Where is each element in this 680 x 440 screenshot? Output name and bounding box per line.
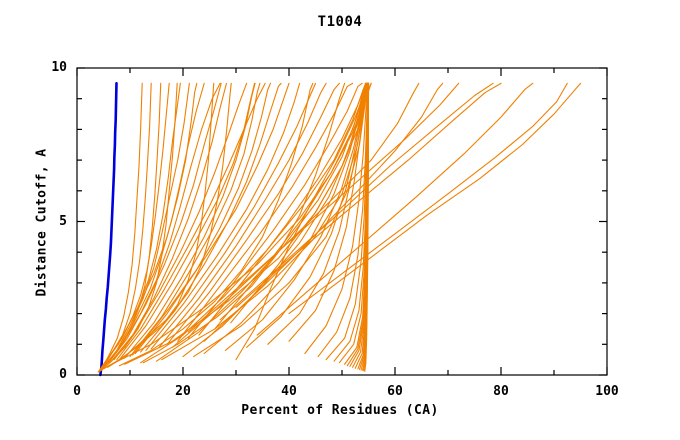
series-line-model-53 xyxy=(161,82,368,361)
series-line-model-52 xyxy=(124,82,369,365)
x-tick-label-0: 0 xyxy=(73,384,81,399)
series-line-model-10 xyxy=(116,82,266,361)
series-line-model-56 xyxy=(203,82,444,342)
x-tick-label-80: 80 xyxy=(493,384,509,399)
series-line-model-13 xyxy=(129,82,261,358)
series-line-model-30 xyxy=(203,82,366,355)
series-line-model-12 xyxy=(124,82,256,359)
series-line-model-15 xyxy=(140,82,282,353)
series-line-model-63 xyxy=(102,82,215,370)
series-line-model-55 xyxy=(171,82,420,348)
page-title: T1004 xyxy=(317,14,363,30)
series-line-model-37 xyxy=(325,82,369,361)
series-line-model-69 xyxy=(118,82,314,367)
series-line-reference xyxy=(99,82,118,377)
series-line-model-68 xyxy=(97,82,143,373)
series-line-model-28 xyxy=(155,82,367,362)
series-line-model-19 xyxy=(158,82,327,348)
series-line-model-23 xyxy=(198,82,367,336)
axes-layer xyxy=(76,67,608,376)
y-tick-label-0: 0 xyxy=(59,367,67,382)
series-line-model-64 xyxy=(107,82,232,368)
series-line-model-57 xyxy=(187,82,460,333)
series-line-model-03 xyxy=(102,82,190,368)
x-tick-label-20: 20 xyxy=(175,384,191,399)
series-line-model-08 xyxy=(110,82,228,362)
series-line-model-67 xyxy=(98,82,152,373)
series-line-model-65 xyxy=(100,82,178,371)
y-tick-label-10: 10 xyxy=(51,60,67,75)
series-line-model-14 xyxy=(134,82,272,355)
series-line-model-21 xyxy=(177,82,354,342)
series-line-model-54 xyxy=(193,82,369,358)
x-tick-label-40: 40 xyxy=(281,384,297,399)
series-line-model-58 xyxy=(219,82,494,321)
series-line-model-61 xyxy=(288,82,568,315)
series-line-model-16 xyxy=(132,82,290,356)
series-line-model-35 xyxy=(304,82,368,355)
series-line-model-60 xyxy=(256,82,534,336)
series-line-model-34 xyxy=(288,82,368,342)
series-line-model-50 xyxy=(364,82,370,372)
x-tick-label-100: 100 xyxy=(595,384,619,399)
series-line-model-05 xyxy=(105,82,221,365)
series-line-model-70 xyxy=(142,82,346,364)
x-axis-label: Percent of Residues (CA) xyxy=(241,403,439,418)
y-tick-label-5: 5 xyxy=(59,213,67,229)
series-line-model-20 xyxy=(166,82,340,345)
series-line-model-06 xyxy=(101,82,198,367)
x-tick-label-60: 60 xyxy=(387,384,403,399)
series-line-model-22 xyxy=(187,82,363,339)
series-line-model-62 xyxy=(320,82,582,296)
series-line-model-51 xyxy=(108,82,368,367)
series-line-model-17 xyxy=(145,82,301,351)
series-line-model-66 xyxy=(99,82,162,372)
series-line-model-59 xyxy=(235,82,502,309)
series-layer xyxy=(97,82,582,377)
